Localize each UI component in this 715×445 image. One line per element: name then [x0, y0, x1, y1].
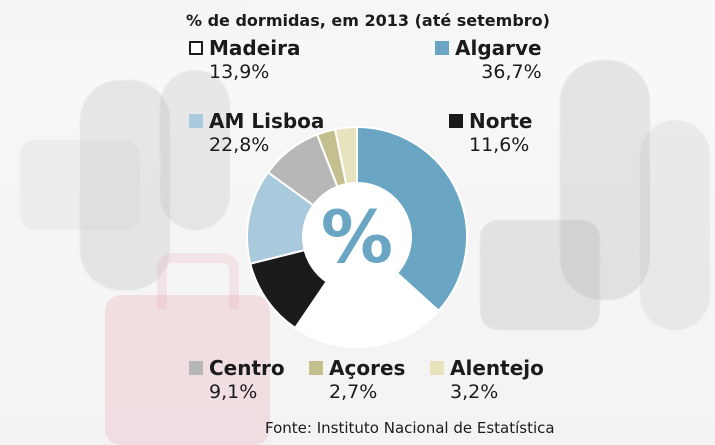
legend-label-madeira: Madeira	[209, 36, 301, 60]
source-note: Fonte: Instituto Nacional de Estatística	[265, 419, 555, 437]
legend-label-am-lisboa: AM Lisboa	[209, 109, 325, 133]
legend-value-norte: 11,6%	[469, 134, 530, 156]
legend-item-alentejo: Alentejo 3,2%	[430, 358, 544, 404]
legend-label-norte: Norte	[469, 109, 533, 133]
legend-label-centro: Centro	[209, 356, 285, 380]
legend-swatch-madeira	[189, 41, 203, 55]
legend-label-acores: Açores	[329, 356, 406, 380]
legend-value-alentejo: 3,2%	[450, 381, 499, 403]
pie-center-label: %	[321, 195, 393, 279]
legend-value-madeira: 13,9%	[209, 61, 270, 83]
legend-swatch-centro	[189, 361, 203, 375]
legend-value-centro: 9,1%	[209, 381, 258, 403]
pie-center-hole	[302, 182, 412, 292]
pie-slice-am-lisboa	[293, 235, 441, 348]
legend-item-norte: Norte 11,6%	[449, 111, 532, 157]
legend-item-acores: Açores 2,7%	[309, 358, 405, 404]
legend-swatch-am-lisboa	[189, 114, 203, 128]
pie-slice-algarve	[356, 125, 468, 313]
legend-label-algarve: Algarve	[455, 36, 542, 60]
legend-swatch-norte	[449, 114, 463, 128]
legend-value-algarve: 36,7%	[481, 61, 542, 83]
legend-value-am-lisboa: 22,8%	[209, 134, 270, 156]
legend-item-madeira: Madeira 13,9%	[189, 38, 301, 84]
legend-swatch-alentejo	[430, 361, 444, 375]
chart-title: % de dormidas, em 2013 (até setembro)	[186, 11, 550, 30]
legend-label-alentejo: Alentejo	[450, 356, 544, 380]
legend-swatch-algarve	[435, 41, 449, 55]
legend-item-algarve: Algarve 36,7%	[435, 38, 542, 84]
legend-value-acores: 2,7%	[329, 381, 378, 403]
legend-item-am-lisboa: AM Lisboa 22,8%	[189, 111, 324, 157]
legend-item-centro: Centro 9,1%	[189, 358, 285, 404]
legend-swatch-acores	[309, 361, 323, 375]
